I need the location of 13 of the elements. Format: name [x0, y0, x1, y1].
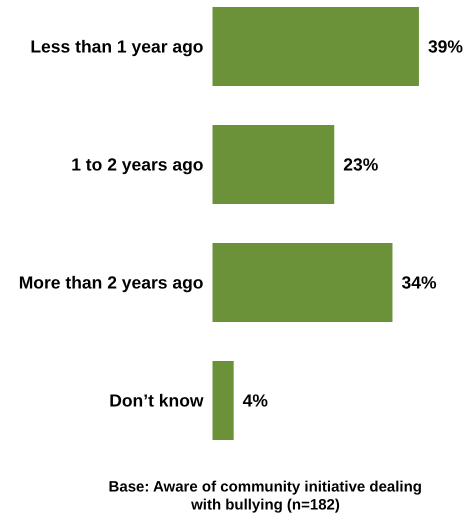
bar	[212, 124, 334, 204]
bar	[212, 242, 392, 322]
bar	[212, 6, 419, 86]
bar	[212, 360, 234, 440]
y-tick-label: More than 2 years ago	[18, 272, 204, 292]
text: Base: Aware of community initiative dealing with bullying (n=182)	[108, 478, 422, 514]
data-label: 34%	[401, 272, 437, 292]
y-tick-label: 1 to 2 years ago	[71, 154, 204, 174]
data-label: 4%	[242, 390, 268, 410]
y-tick-label: Don’t know	[109, 390, 204, 410]
data-label: 23%	[343, 154, 379, 174]
y-tick-label: Less than 1 year ago	[30, 36, 204, 56]
data-label: 39%	[428, 36, 464, 56]
